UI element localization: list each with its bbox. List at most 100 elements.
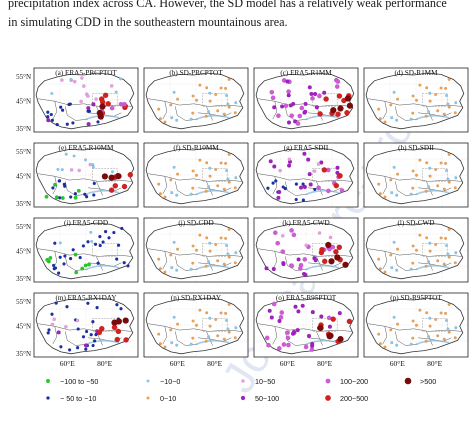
station-marker <box>53 182 57 187</box>
lon-tick-label: 60°E <box>390 359 405 368</box>
station-marker <box>317 111 323 117</box>
region-outline <box>145 222 245 280</box>
mountain-shading <box>85 339 120 345</box>
station-marker <box>114 90 118 94</box>
station-marker <box>344 95 352 102</box>
station-marker <box>301 198 306 202</box>
station-marker <box>110 170 114 174</box>
region-outline <box>255 147 355 205</box>
lat-tick-label: 45°N <box>16 97 31 105</box>
panel-label: (c) ERA5-R1MM <box>280 69 332 77</box>
station-marker <box>337 335 344 343</box>
station-marker <box>411 186 415 190</box>
station-marker <box>313 187 317 192</box>
station-marker <box>309 91 314 96</box>
station-marker <box>303 272 308 277</box>
station-marker <box>317 231 322 235</box>
station-marker <box>227 105 231 109</box>
station-marker <box>306 157 311 162</box>
station-marker <box>222 262 226 266</box>
station-marker <box>336 244 343 251</box>
station-marker <box>157 182 161 186</box>
station-marker <box>280 104 285 109</box>
legend-swatch <box>240 395 246 401</box>
station-marker <box>302 257 308 262</box>
station-marker <box>427 335 431 339</box>
station-marker <box>310 310 315 315</box>
station-marker <box>271 301 277 307</box>
station-marker <box>208 91 212 95</box>
station-marker <box>335 79 341 84</box>
station-marker <box>289 228 294 233</box>
station-marker <box>68 102 72 106</box>
station-marker <box>69 168 74 172</box>
station-marker <box>96 261 100 265</box>
station-marker <box>264 335 270 341</box>
station-marker <box>317 93 322 99</box>
intro-line-2: in simulating CDD in the southeastern mo… <box>8 15 288 29</box>
station-marker <box>454 176 458 180</box>
mountain-shading <box>85 189 120 195</box>
station-marker <box>392 165 396 169</box>
station-marker <box>63 254 67 258</box>
station-marker <box>436 334 440 338</box>
country-border <box>52 326 58 345</box>
legend-swatch <box>325 395 331 401</box>
station-marker <box>428 316 432 320</box>
station-marker <box>321 167 328 173</box>
station-marker <box>447 330 451 334</box>
station-marker <box>51 186 55 190</box>
station-marker <box>191 319 195 323</box>
station-marker <box>454 326 458 330</box>
station-marker <box>191 186 195 190</box>
station-marker <box>390 266 394 270</box>
panel-label: (d) SD-R1MM <box>395 69 439 77</box>
station-marker <box>428 166 432 170</box>
station-marker <box>83 192 87 196</box>
station-marker <box>233 261 237 265</box>
station-marker <box>87 262 91 267</box>
station-marker <box>447 255 451 259</box>
station-marker <box>115 303 119 307</box>
panel-label: (h) SD-SDII <box>398 144 434 152</box>
station-marker <box>169 103 173 107</box>
station-marker <box>204 339 208 343</box>
station-marker <box>214 168 218 172</box>
station-marker <box>445 319 449 323</box>
station-marker <box>57 179 61 183</box>
country-border <box>316 331 323 346</box>
station-marker <box>436 259 440 263</box>
station-marker <box>225 244 229 248</box>
station-marker <box>409 192 413 196</box>
mountain-shading <box>195 189 230 195</box>
station-marker <box>214 318 218 322</box>
station-marker <box>227 227 231 231</box>
station-marker <box>208 166 212 170</box>
station-marker <box>71 121 75 125</box>
station-marker <box>69 77 73 81</box>
legend-label: −10~0 <box>160 377 180 386</box>
mountain-shading <box>305 189 340 195</box>
map-panel: (f) SD-R10MM <box>143 142 249 208</box>
station-marker <box>436 109 440 113</box>
station-marker <box>198 158 202 162</box>
station-marker <box>205 161 209 165</box>
legend-label: 100~200 <box>340 377 368 386</box>
station-marker <box>439 86 443 90</box>
station-marker <box>65 305 69 309</box>
station-marker <box>207 260 211 264</box>
station-marker <box>81 335 86 339</box>
station-marker <box>424 339 428 343</box>
country-border <box>52 176 58 195</box>
station-marker <box>175 343 179 347</box>
station-marker <box>286 93 291 98</box>
station-marker <box>96 329 103 336</box>
station-marker <box>377 107 381 111</box>
station-marker <box>447 227 451 231</box>
station-marker <box>427 110 431 114</box>
station-marker <box>418 83 422 87</box>
station-marker <box>189 342 193 346</box>
station-marker <box>330 316 336 322</box>
station-marker <box>344 109 350 116</box>
lon-tick-label: 80°E <box>317 359 332 368</box>
